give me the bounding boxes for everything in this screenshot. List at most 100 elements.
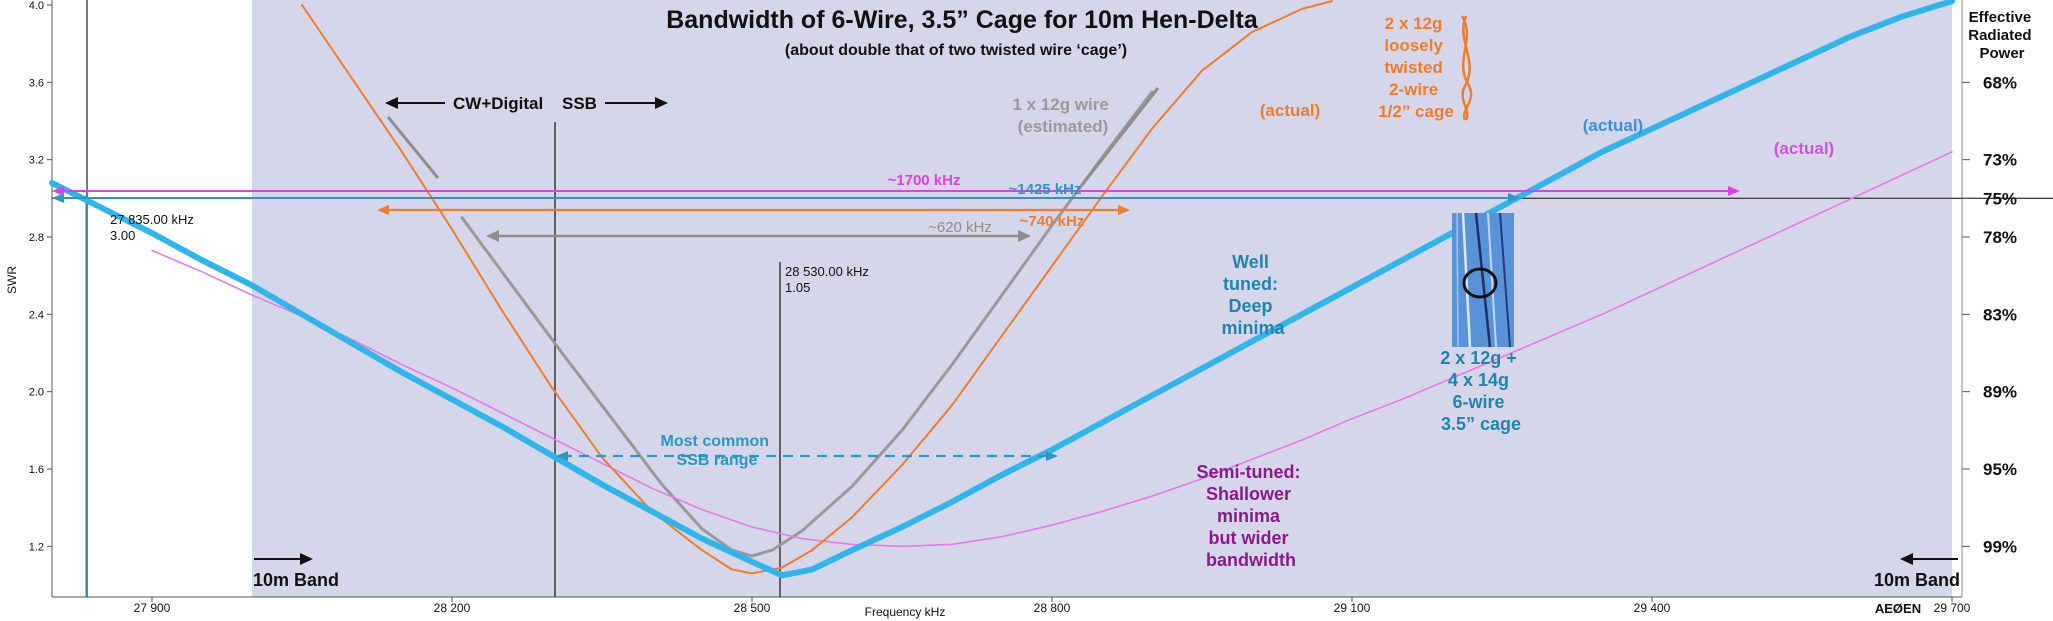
band-right-label: 10m Band	[1874, 570, 1960, 590]
right-tick-label: 99%	[1983, 537, 2017, 556]
series-pink-semituned	[151, 151, 1953, 548]
semi-tuned-line-2: Shallower	[1206, 484, 1291, 504]
ssb-range-arrow-head-left	[556, 451, 568, 461]
blue-actual-label: (actual)	[1583, 116, 1643, 135]
well-tuned-line-1: Well	[1232, 252, 1269, 272]
series-orange-2wire	[301, 0, 1333, 575]
orange-label-line-3: twisted	[1384, 58, 1443, 77]
bw-arrow-orange-head-right	[1118, 205, 1130, 215]
marker-min-swr: 1.05	[785, 280, 810, 295]
cage-label-line-2: 4 x 14g	[1448, 370, 1509, 390]
semi-tuned-line-3: minima	[1217, 506, 1281, 526]
orange-label-line-2: loosely	[1384, 36, 1443, 55]
right-tick-label: 73%	[1983, 151, 2017, 170]
right-tick-label: 78%	[1983, 228, 2017, 247]
cage-label: 2 x 12g + 4 x 14g 6-wire 3.5” cage	[1440, 348, 1522, 434]
series-blue-6wire	[49, 0, 1955, 579]
right-axis-title-line-1: Effective	[1969, 9, 2032, 26]
y-tick-label: 1.2	[29, 541, 44, 553]
ssb-range-line-1: Most common	[661, 433, 769, 450]
semi-tuned-line-4: but wider	[1208, 528, 1288, 548]
right-axis-title-line-2: Radiated	[1968, 27, 2031, 44]
x-axis-label: Frequency kHz	[865, 605, 946, 619]
bw-arrow-blue-head-left	[52, 193, 64, 203]
band-shading	[252, 0, 1952, 597]
y-tick-label: 3.6	[29, 77, 44, 89]
x-tick-label: 29 400	[1634, 601, 1671, 615]
cw-arrow-head	[385, 97, 398, 109]
orange-label-line-1: 2 x 12g	[1385, 14, 1443, 33]
band-left-label: 10m Band	[253, 570, 339, 590]
right-axis-title-line-3: Power	[1979, 45, 2024, 62]
series-gray-estimated	[460, 90, 1154, 558]
y-tick-label: 2.8	[29, 232, 44, 244]
ssb-range-arrow-head-right	[1046, 451, 1058, 461]
semi-tuned-line-5: bandwidth	[1206, 550, 1296, 570]
cage-photo-icon	[1452, 212, 1514, 348]
bw-arrow-gray-head-left	[486, 230, 499, 242]
chart-title: Bandwidth of 6-Wire, 3.5” Cage for 10m H…	[666, 6, 1259, 34]
well-tuned-line-4: minima	[1221, 318, 1285, 338]
orange-label-line-5: 1/2” cage	[1378, 102, 1454, 121]
right-tick-label: 89%	[1983, 383, 2017, 402]
x-tick-label: 28 500	[734, 601, 771, 615]
band-right-arrow-head	[1900, 553, 1913, 565]
orange-label: 2 x 12g loosely twisted 2-wire 1/2” cage	[1378, 14, 1454, 121]
right-axis-title: Effective Radiated Power	[1968, 9, 2036, 62]
ssb-range-line-2: SSB range	[677, 452, 758, 469]
x-tick-label: 28 200	[434, 601, 471, 615]
ssb-label: SSB	[562, 94, 597, 113]
bandwidth-arrows	[52, 186, 1740, 461]
gray-label-line-2: (estimated)	[1018, 117, 1109, 136]
marker-left-swr: 3.00	[110, 228, 135, 243]
band-left-arrow-head	[300, 553, 313, 565]
cage-label-line-4: 3.5” cage	[1441, 414, 1521, 434]
right-tick-label: 68%	[1983, 73, 2017, 92]
gray-label: 1 x 12g wire (estimated)	[1012, 95, 1113, 136]
ssb-arrow-head	[655, 97, 668, 109]
bw-arrow-pink-head-right	[1728, 186, 1740, 196]
y-tick-label: 3.2	[29, 155, 44, 167]
x-tick-label: 27 900	[134, 601, 171, 615]
cage-label-line-3: 6-wire	[1452, 392, 1504, 412]
y-tick-label: 2.0	[29, 387, 44, 399]
x-tick-label: 29 100	[1334, 601, 1371, 615]
x-tick-label: 28 800	[1034, 601, 1071, 615]
bw-pink-label: ~1700 kHz	[888, 172, 961, 189]
gray-pointer-left	[386, 116, 440, 179]
bw-arrow-blue-head-right	[1508, 193, 1520, 203]
cage-label-line-1: 2 x 12g +	[1440, 348, 1517, 368]
well-tuned-line-3: Deep	[1228, 296, 1272, 316]
semi-tuned-line-1: Semi-tuned:	[1196, 462, 1300, 482]
y-tick-label: 4.0	[29, 0, 44, 12]
marker-left-freq: 27 835.00 kHz	[110, 212, 194, 227]
bw-gray-label: ~620 kHz	[928, 219, 992, 236]
semi-tuned-label: Semi-tuned: Shallower minima but wider b…	[1196, 462, 1305, 570]
well-tuned-label: Well tuned: Deep minima	[1221, 252, 1285, 338]
well-tuned-line-2: tuned:	[1223, 274, 1278, 294]
y-tick-label: 2.4	[29, 309, 44, 321]
right-tick-label: 75%	[1983, 189, 2017, 208]
pink-actual-label: (actual)	[1774, 139, 1834, 158]
y-tick-label: 1.6	[29, 464, 44, 476]
orange-actual-label: (actual)	[1260, 101, 1320, 120]
right-tick-label: 83%	[1983, 305, 2017, 324]
bw-orange-label: ~740 kHz	[1020, 213, 1085, 230]
orange-label-line-4: 2-wire	[1389, 80, 1438, 99]
x-tick-label: 29 700	[1934, 601, 1971, 615]
bw-arrow-orange-head-left	[377, 205, 389, 215]
gray-pointer-right	[1080, 87, 1160, 186]
bw-arrow-pink-head-left	[52, 186, 64, 196]
bw-blue-label: ~1425 kHz	[1009, 181, 1082, 198]
watermark: AEØEN	[1875, 601, 1921, 616]
gray-label-line-1: 1 x 12g wire	[1012, 95, 1108, 114]
y-axis-label: SWR	[5, 266, 19, 294]
right-tick-label: 95%	[1983, 460, 2017, 479]
cw-digital-label: CW+Digital	[453, 94, 543, 113]
bw-arrow-gray-head-right	[1018, 230, 1031, 242]
twisted-wire-icon	[1460, 15, 1473, 121]
chart-subtitle: (about double that of two twisted wire ‘…	[785, 42, 1127, 59]
ssb-range-label: Most common SSB range	[661, 433, 774, 469]
